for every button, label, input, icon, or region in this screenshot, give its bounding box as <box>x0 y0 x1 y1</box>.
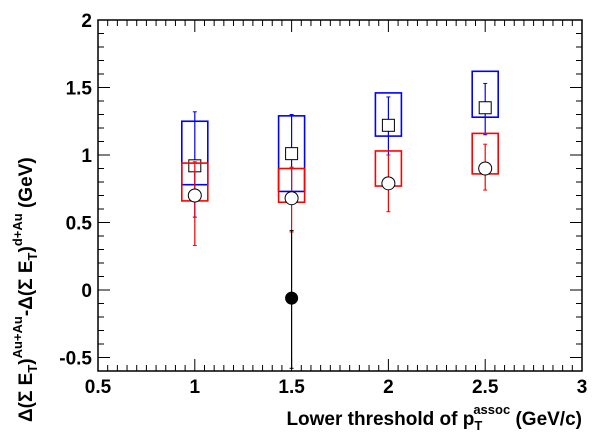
data-point-square <box>478 101 492 115</box>
y-tick-label: 2 <box>81 11 92 32</box>
x-axis-title: Lower threshold of pTassoc (GeV/c) <box>286 402 582 433</box>
y-axis-title-part4: ) <box>16 246 37 252</box>
x-axis-title-main: Lower threshold of p <box>286 409 474 430</box>
x-axis-title-unit: (GeV/c) <box>510 409 582 430</box>
data-point-circle <box>284 191 299 206</box>
y-axis-title-unit: (GeV) <box>16 157 37 213</box>
axis-ticks <box>97 19 583 372</box>
y-axis-title-sup1: Au+Au <box>10 316 25 358</box>
x-tick-label: 3 <box>577 377 588 398</box>
x-tick-label: 1 <box>190 377 201 398</box>
series-open-circle <box>181 132 500 246</box>
x-axis-title-sub: T <box>474 418 482 433</box>
plot-frame <box>97 19 583 372</box>
series-open-square <box>181 70 500 218</box>
x-tick-label: 2 <box>383 377 394 398</box>
data-point-square <box>285 147 299 161</box>
y-tick-label: 0.5 <box>66 214 93 235</box>
tick-labels: 0.5 1 1.5 2 2.5 3 -0.5 0 0.5 1 1.5 2 <box>59 11 587 398</box>
x-tick-label: 2.5 <box>472 377 499 398</box>
x-tick-label: 1.5 <box>278 377 305 398</box>
x-axis-title-sup: assoc <box>473 402 510 417</box>
data-point-circle <box>187 188 202 203</box>
data-point-square <box>381 118 395 132</box>
series-filled-circle <box>285 230 299 369</box>
y-tick-label: -0.5 <box>59 349 92 370</box>
y-axis-title-sup2: d+Au <box>10 213 25 246</box>
y-axis-title-sub2: T <box>25 252 40 260</box>
data-point-filled <box>285 291 299 305</box>
y-axis-title-part2: ) <box>16 358 37 364</box>
x-tick-label: 0.5 <box>85 377 112 398</box>
y-axis-title-part1: Δ(Σ E <box>16 373 37 422</box>
data-point-circle <box>381 176 396 191</box>
y-tick-label: 0 <box>81 281 92 302</box>
y-tick-label: 1.5 <box>66 79 93 100</box>
data-marks <box>181 70 500 369</box>
y-axis-title-sub1: T <box>25 365 40 373</box>
y-axis-title-part3: -Δ(Σ E <box>16 260 37 316</box>
y-tick-label: 1 <box>81 146 92 167</box>
data-point-circle <box>478 161 493 176</box>
y-axis-title: Δ(Σ ET)Au+Au-Δ(Σ ET)d+Au (GeV) <box>10 157 40 422</box>
